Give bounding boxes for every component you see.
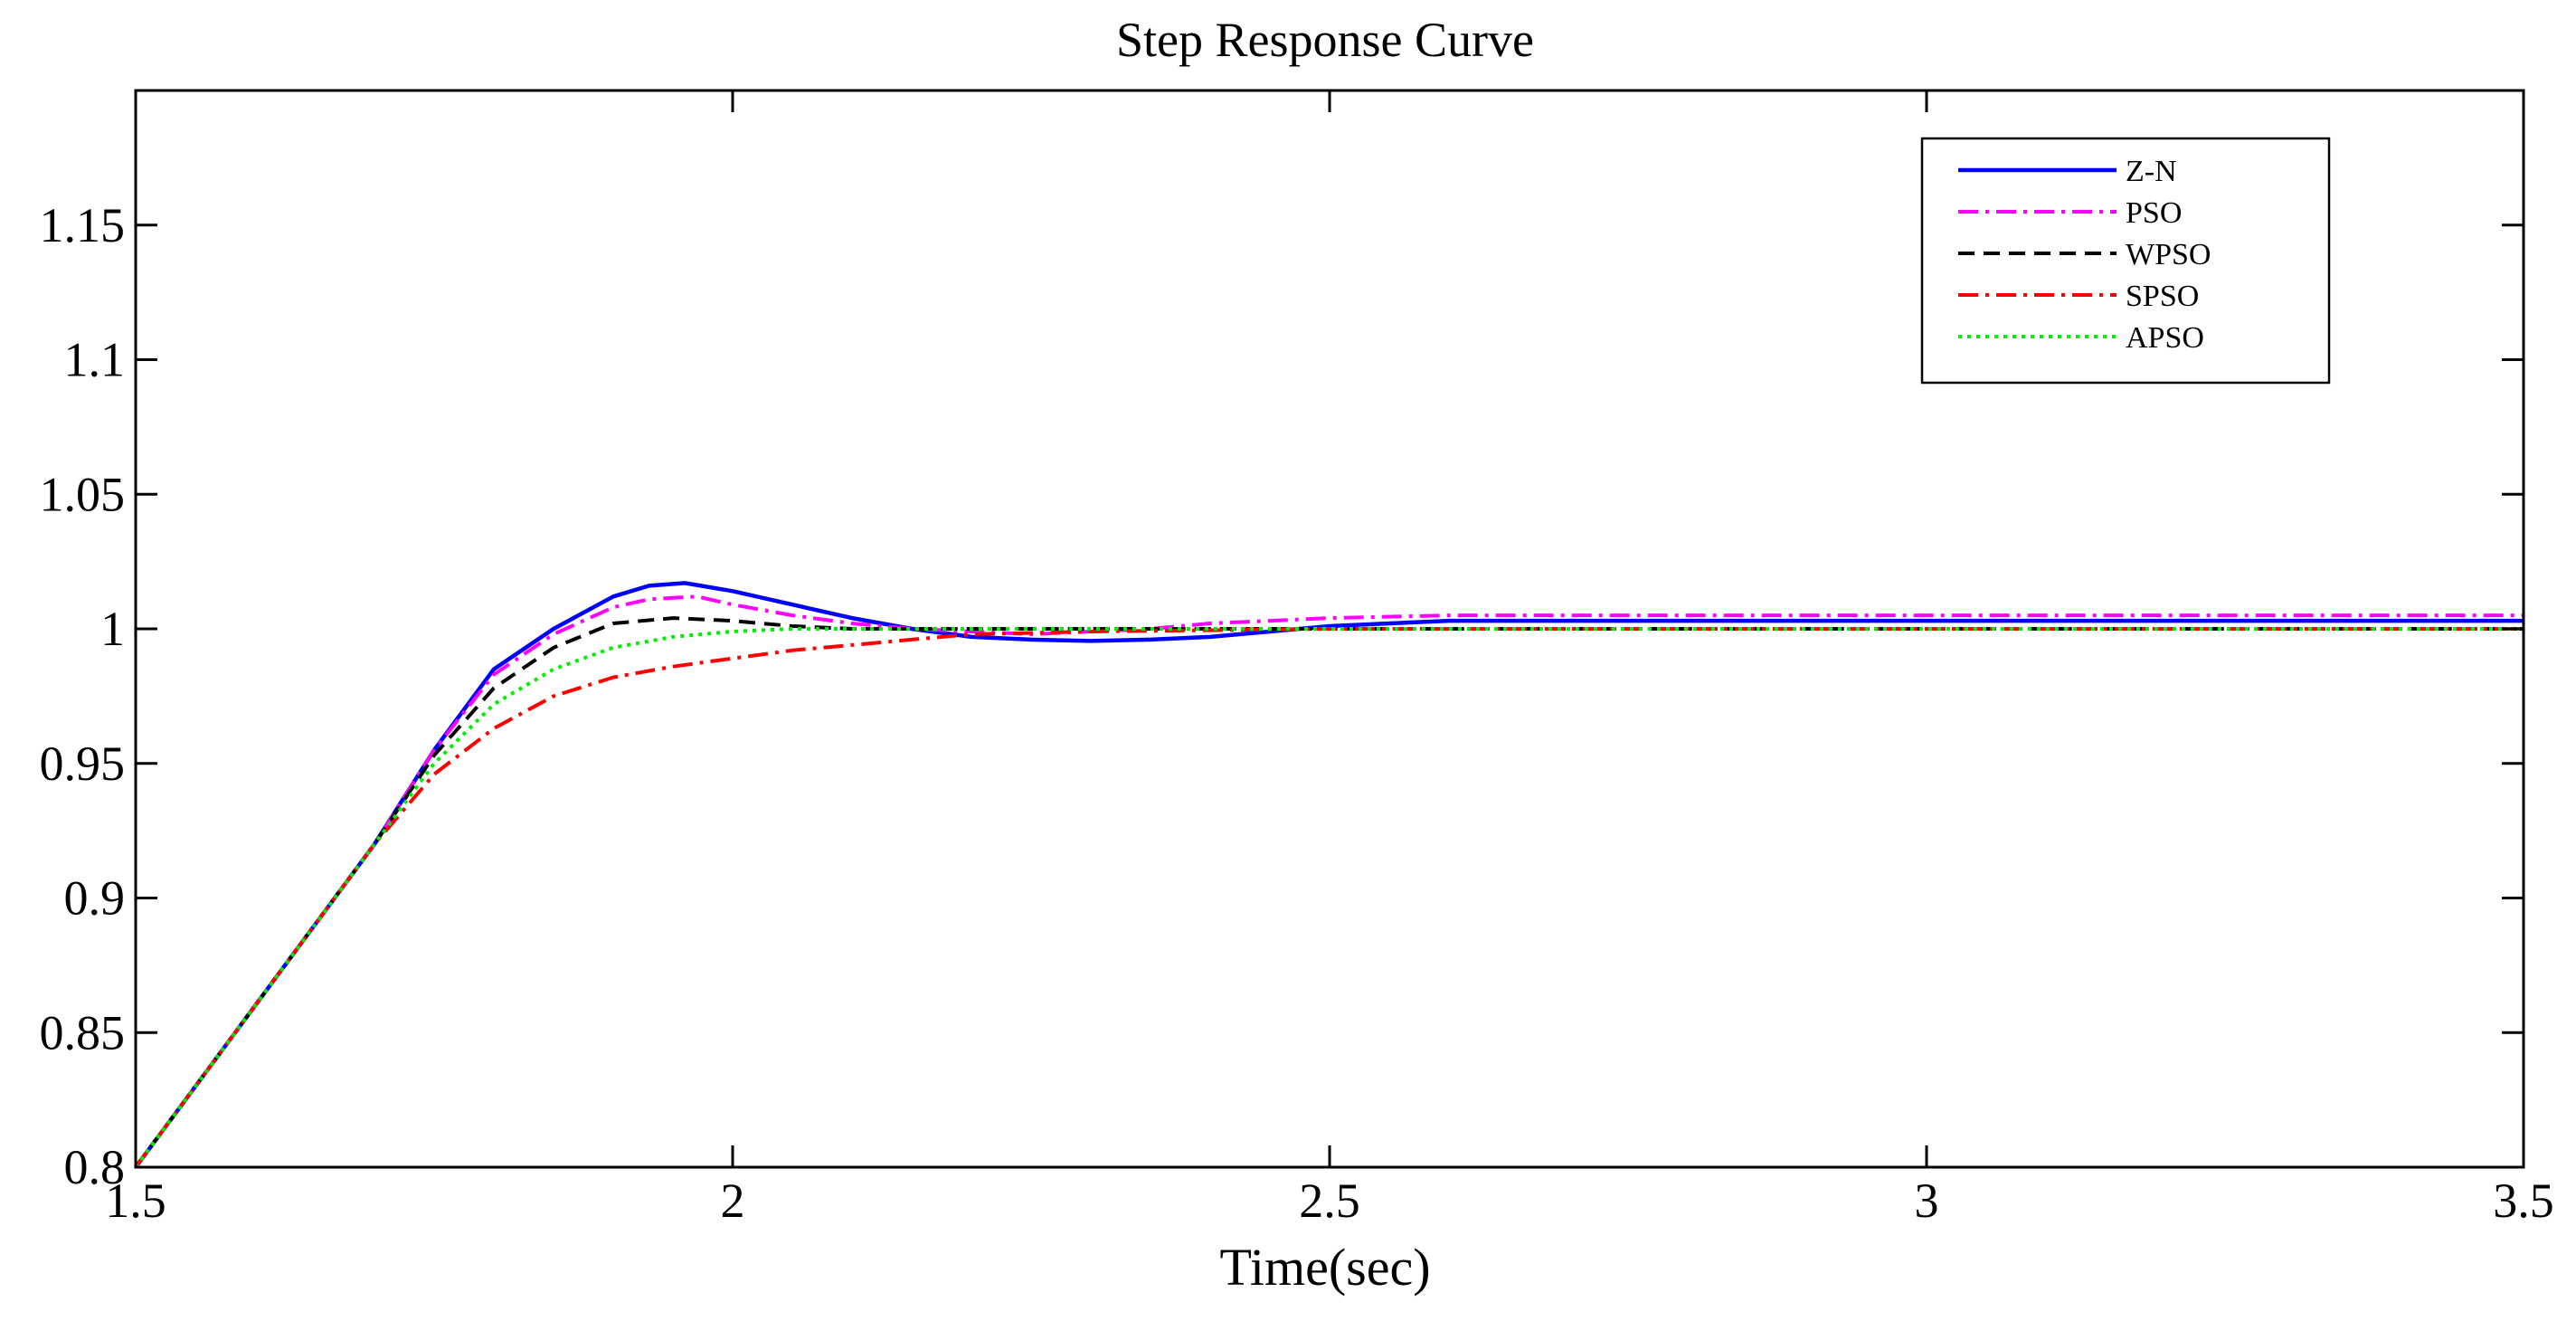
- series-line-apso: [134, 627, 2524, 1169]
- legend-label-z-n: Z-N: [2126, 155, 2177, 188]
- series-layer: [134, 581, 2524, 1169]
- legend-label-apso: APSO: [2126, 321, 2204, 355]
- series-line-z-n: [134, 581, 2524, 1169]
- x-axis-title: Time(sec): [1219, 1238, 1430, 1297]
- chart-title: Step Response Curve: [1116, 13, 1534, 67]
- x-tick-label: 2: [721, 1174, 745, 1228]
- y-tick-label: 1.05: [40, 467, 126, 521]
- legend: Z-N PSO WPSO SPSO APSO: [1920, 137, 2331, 385]
- x-tick-label: 2.5: [1299, 1174, 1360, 1228]
- legend-label-pso: PSO: [2126, 196, 2182, 230]
- y-tick-label: 0.85: [40, 1005, 126, 1060]
- y-tick-label: 1.15: [40, 198, 126, 252]
- series-line-pso: [134, 594, 2524, 1169]
- legend-label-wpso: WPSO: [2126, 238, 2211, 271]
- legend-label-spso: SPSO: [2126, 280, 2199, 313]
- legend-box: [1920, 137, 2331, 385]
- x-tick-label: 3: [1915, 1174, 1939, 1228]
- y-tick-label: 1.1: [64, 333, 126, 387]
- ticks-layer: 1.5 2 2.5 3 3.5 0.8 0.85 0.9 0.95 1 1.05 1.1 1.15: [40, 90, 2554, 1228]
- y-tick-label: 0.9: [64, 871, 126, 926]
- y-tick-label: 1: [100, 602, 125, 656]
- y-tick-label: 0.8: [64, 1140, 126, 1194]
- plot-area-frame: [134, 89, 2525, 1169]
- y-tick-label: 0.95: [40, 737, 126, 791]
- x-tick-label: 1.5: [105, 1174, 166, 1228]
- x-tick-label: 3.5: [2493, 1174, 2554, 1228]
